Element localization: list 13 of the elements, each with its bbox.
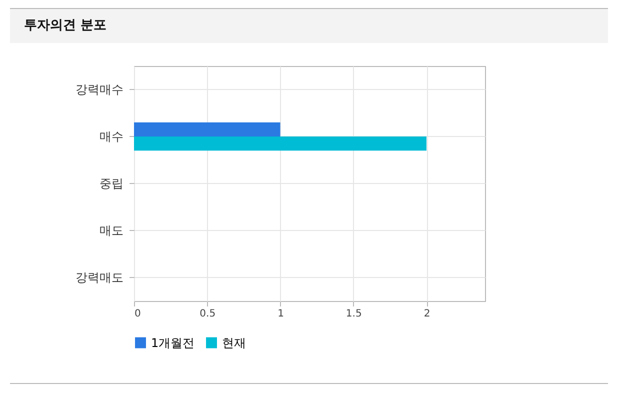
x-tick-label: 1.5: [346, 308, 362, 320]
chart-title: 투자의견 분포: [10, 9, 608, 43]
legend-label: 현재: [222, 336, 246, 350]
x-tick-label: 1: [278, 308, 284, 320]
y-tick-label: 매도: [100, 224, 124, 238]
x-tick-label: 2: [424, 308, 430, 320]
y-tick-label: 강력매도: [76, 270, 124, 284]
y-tick-label: 강력매수: [76, 82, 124, 96]
x-tick-label: 0.5: [200, 308, 216, 320]
legend-label: 1개월전: [151, 336, 195, 350]
y-tick-label: 중립: [100, 176, 124, 190]
y-tick-label: 매수: [100, 130, 124, 144]
x-tick-label: 0: [134, 308, 141, 320]
